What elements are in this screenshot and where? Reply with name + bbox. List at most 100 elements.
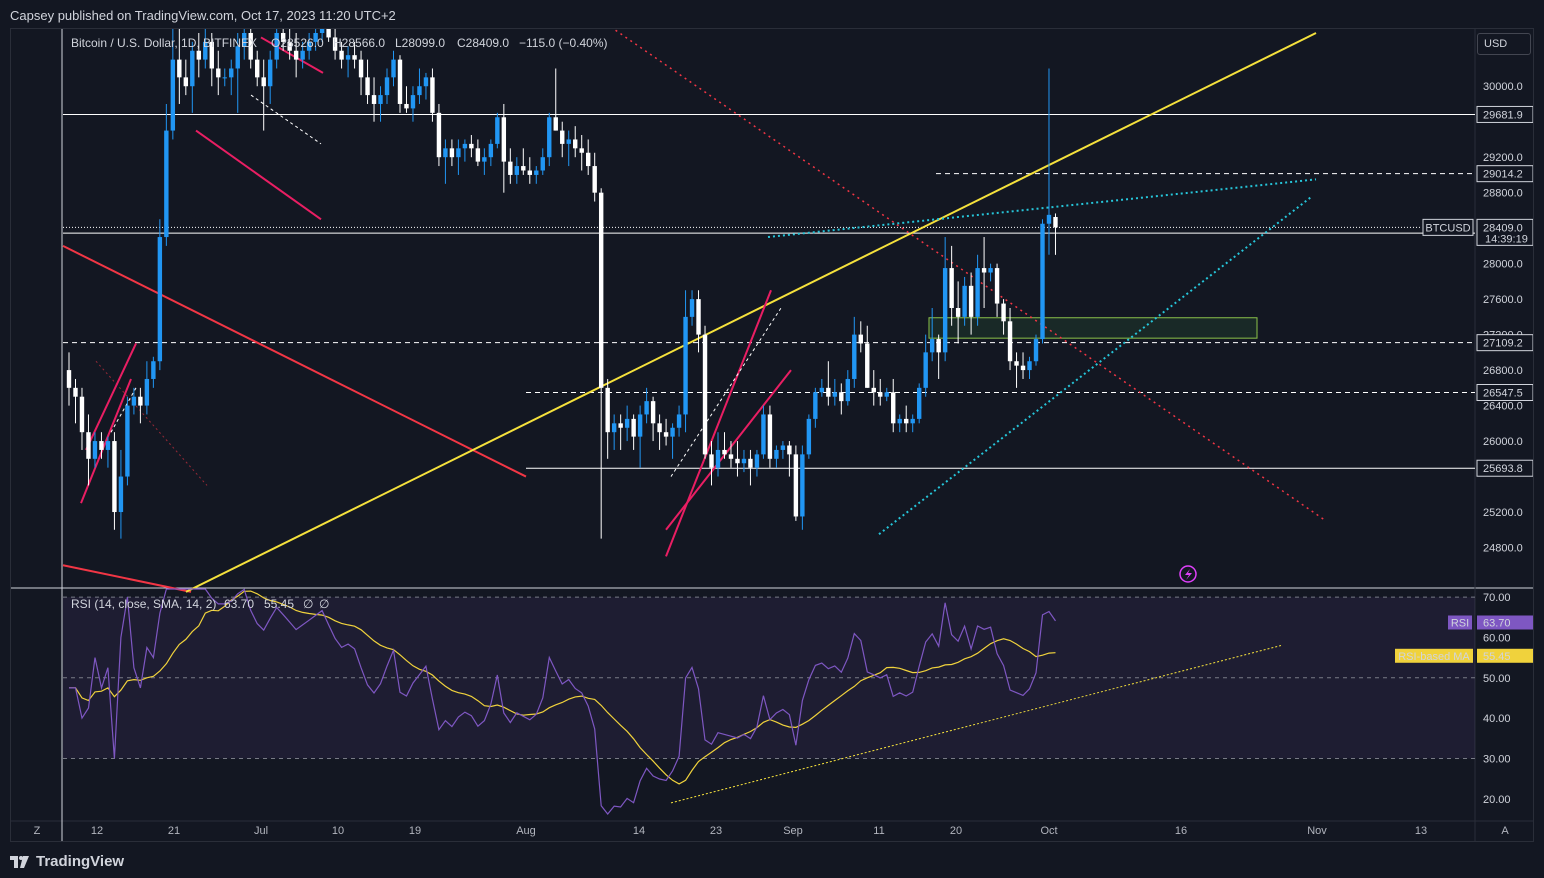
price-level-label: 27109.2 xyxy=(1483,338,1523,350)
candle-body xyxy=(1046,214,1052,224)
time-tick-label: 11 xyxy=(873,825,884,837)
rsi-tag-label: RSI xyxy=(1451,617,1469,629)
candle-body xyxy=(994,268,1000,304)
candle-body xyxy=(1033,339,1039,362)
candle-body xyxy=(878,392,883,397)
candle-body xyxy=(1020,365,1026,371)
candle-body xyxy=(598,192,604,388)
rsi-legend-value: 63.70 xyxy=(224,597,254,611)
candle-body xyxy=(949,268,954,308)
chart-frame[interactable]: 30000.029200.028800.028000.027600.027200… xyxy=(10,28,1534,842)
dashed-guide-line xyxy=(110,387,137,433)
candle-body xyxy=(916,387,922,419)
candle-body xyxy=(280,33,286,42)
candle-body xyxy=(650,401,656,424)
candle-body xyxy=(735,458,740,464)
candle-body xyxy=(488,143,494,158)
rsi-ma-value-label: 55.45 xyxy=(1483,651,1511,663)
legend-change: −115.0 (−0.40%) xyxy=(519,36,608,50)
candle-body xyxy=(475,148,481,162)
candle-body xyxy=(358,59,364,78)
time-tick-label: Aug xyxy=(516,825,536,837)
candle-body xyxy=(663,432,669,437)
candle-body xyxy=(534,170,539,175)
rsi-legend-na-1: ∅ xyxy=(303,597,313,611)
candle-body xyxy=(832,392,838,397)
candle-body xyxy=(1014,361,1019,366)
price-level-tag xyxy=(1476,105,1533,123)
candle-body xyxy=(66,370,72,388)
candle-body xyxy=(540,157,545,171)
legend-low: L28099.0 xyxy=(395,36,445,50)
candle-body xyxy=(151,361,156,379)
time-tick-label: 10 xyxy=(332,825,344,837)
candle-body xyxy=(92,441,98,459)
candle-body xyxy=(624,418,630,428)
candle-body xyxy=(248,33,253,60)
candle-body xyxy=(430,77,435,113)
price-tick-label: 25200.0 xyxy=(1483,507,1523,519)
candle-body xyxy=(105,441,111,450)
candle-body xyxy=(482,157,487,162)
candle-body xyxy=(183,77,189,87)
candle-body xyxy=(800,454,805,517)
candle-body xyxy=(709,454,714,468)
candle-body xyxy=(300,50,305,60)
candle-body xyxy=(813,392,818,419)
candle-body xyxy=(891,392,896,424)
chart-canvas[interactable]: 30000.029200.028800.028000.027600.027200… xyxy=(11,29,1533,841)
rsi-tick-label: 30.00 xyxy=(1483,753,1511,765)
time-tick-label: 16 xyxy=(1175,825,1187,837)
candle-body xyxy=(819,387,825,393)
candle-body xyxy=(423,77,429,87)
price-tick-label: 28000.0 xyxy=(1483,259,1523,271)
price-level-label: 29014.2 xyxy=(1483,169,1523,181)
legend-symbol: Bitcoin / U.S. Dollar, 1D, BITFINEX xyxy=(71,36,257,50)
top-bar: Capsey published on TradingView.com, Oct… xyxy=(0,0,1544,30)
candle-body xyxy=(981,268,987,273)
symbol-tag xyxy=(1422,218,1474,236)
candle-body xyxy=(1027,361,1032,371)
dashed-guide-line xyxy=(250,94,322,145)
time-tick-label: 12 xyxy=(91,825,103,837)
price-level-label: 25693.8 xyxy=(1483,463,1523,475)
candle-body xyxy=(514,166,520,175)
candle-body xyxy=(955,308,961,317)
price-level-label: 26547.5 xyxy=(1483,387,1523,399)
rsi-value-bg xyxy=(1477,615,1533,630)
tradingview-logo-icon xyxy=(10,855,29,868)
candle-body xyxy=(99,441,104,450)
price-level-tag xyxy=(1476,334,1533,352)
candle-body xyxy=(852,334,857,379)
candle-body xyxy=(170,59,176,131)
candle-body xyxy=(968,285,974,317)
price-level-tag xyxy=(1476,165,1533,183)
time-tick-label: 21 xyxy=(168,825,180,837)
rsi-support-trendline xyxy=(670,645,1282,804)
candle-body xyxy=(858,334,863,344)
tradingview-brand: TradingView xyxy=(36,853,125,870)
pink-channel-line xyxy=(260,36,324,74)
candle-body xyxy=(501,117,507,162)
candle-body xyxy=(592,166,597,193)
candle-body xyxy=(553,117,558,131)
currency-selector[interactable]: USD xyxy=(1477,33,1531,55)
candle-body xyxy=(384,77,390,96)
candle-body xyxy=(326,29,331,38)
candle-body xyxy=(631,418,636,437)
price-level-tag xyxy=(1476,459,1533,477)
candle-body xyxy=(449,148,455,158)
rsi-tick-label: 60.00 xyxy=(1483,632,1511,644)
last-price-tag xyxy=(1476,218,1533,246)
candle-body xyxy=(761,414,766,455)
candle-body xyxy=(689,299,695,317)
rsi-ma-legend-value: 55.45 xyxy=(264,597,294,611)
candle-body xyxy=(410,95,416,109)
candle-body xyxy=(929,339,935,353)
candle-body xyxy=(676,414,682,428)
candle-body xyxy=(942,268,948,353)
tradingview-logo[interactable]: TradingView xyxy=(10,853,124,870)
candle-body xyxy=(923,352,928,388)
candle-body xyxy=(462,143,468,149)
candle-body xyxy=(904,418,909,424)
